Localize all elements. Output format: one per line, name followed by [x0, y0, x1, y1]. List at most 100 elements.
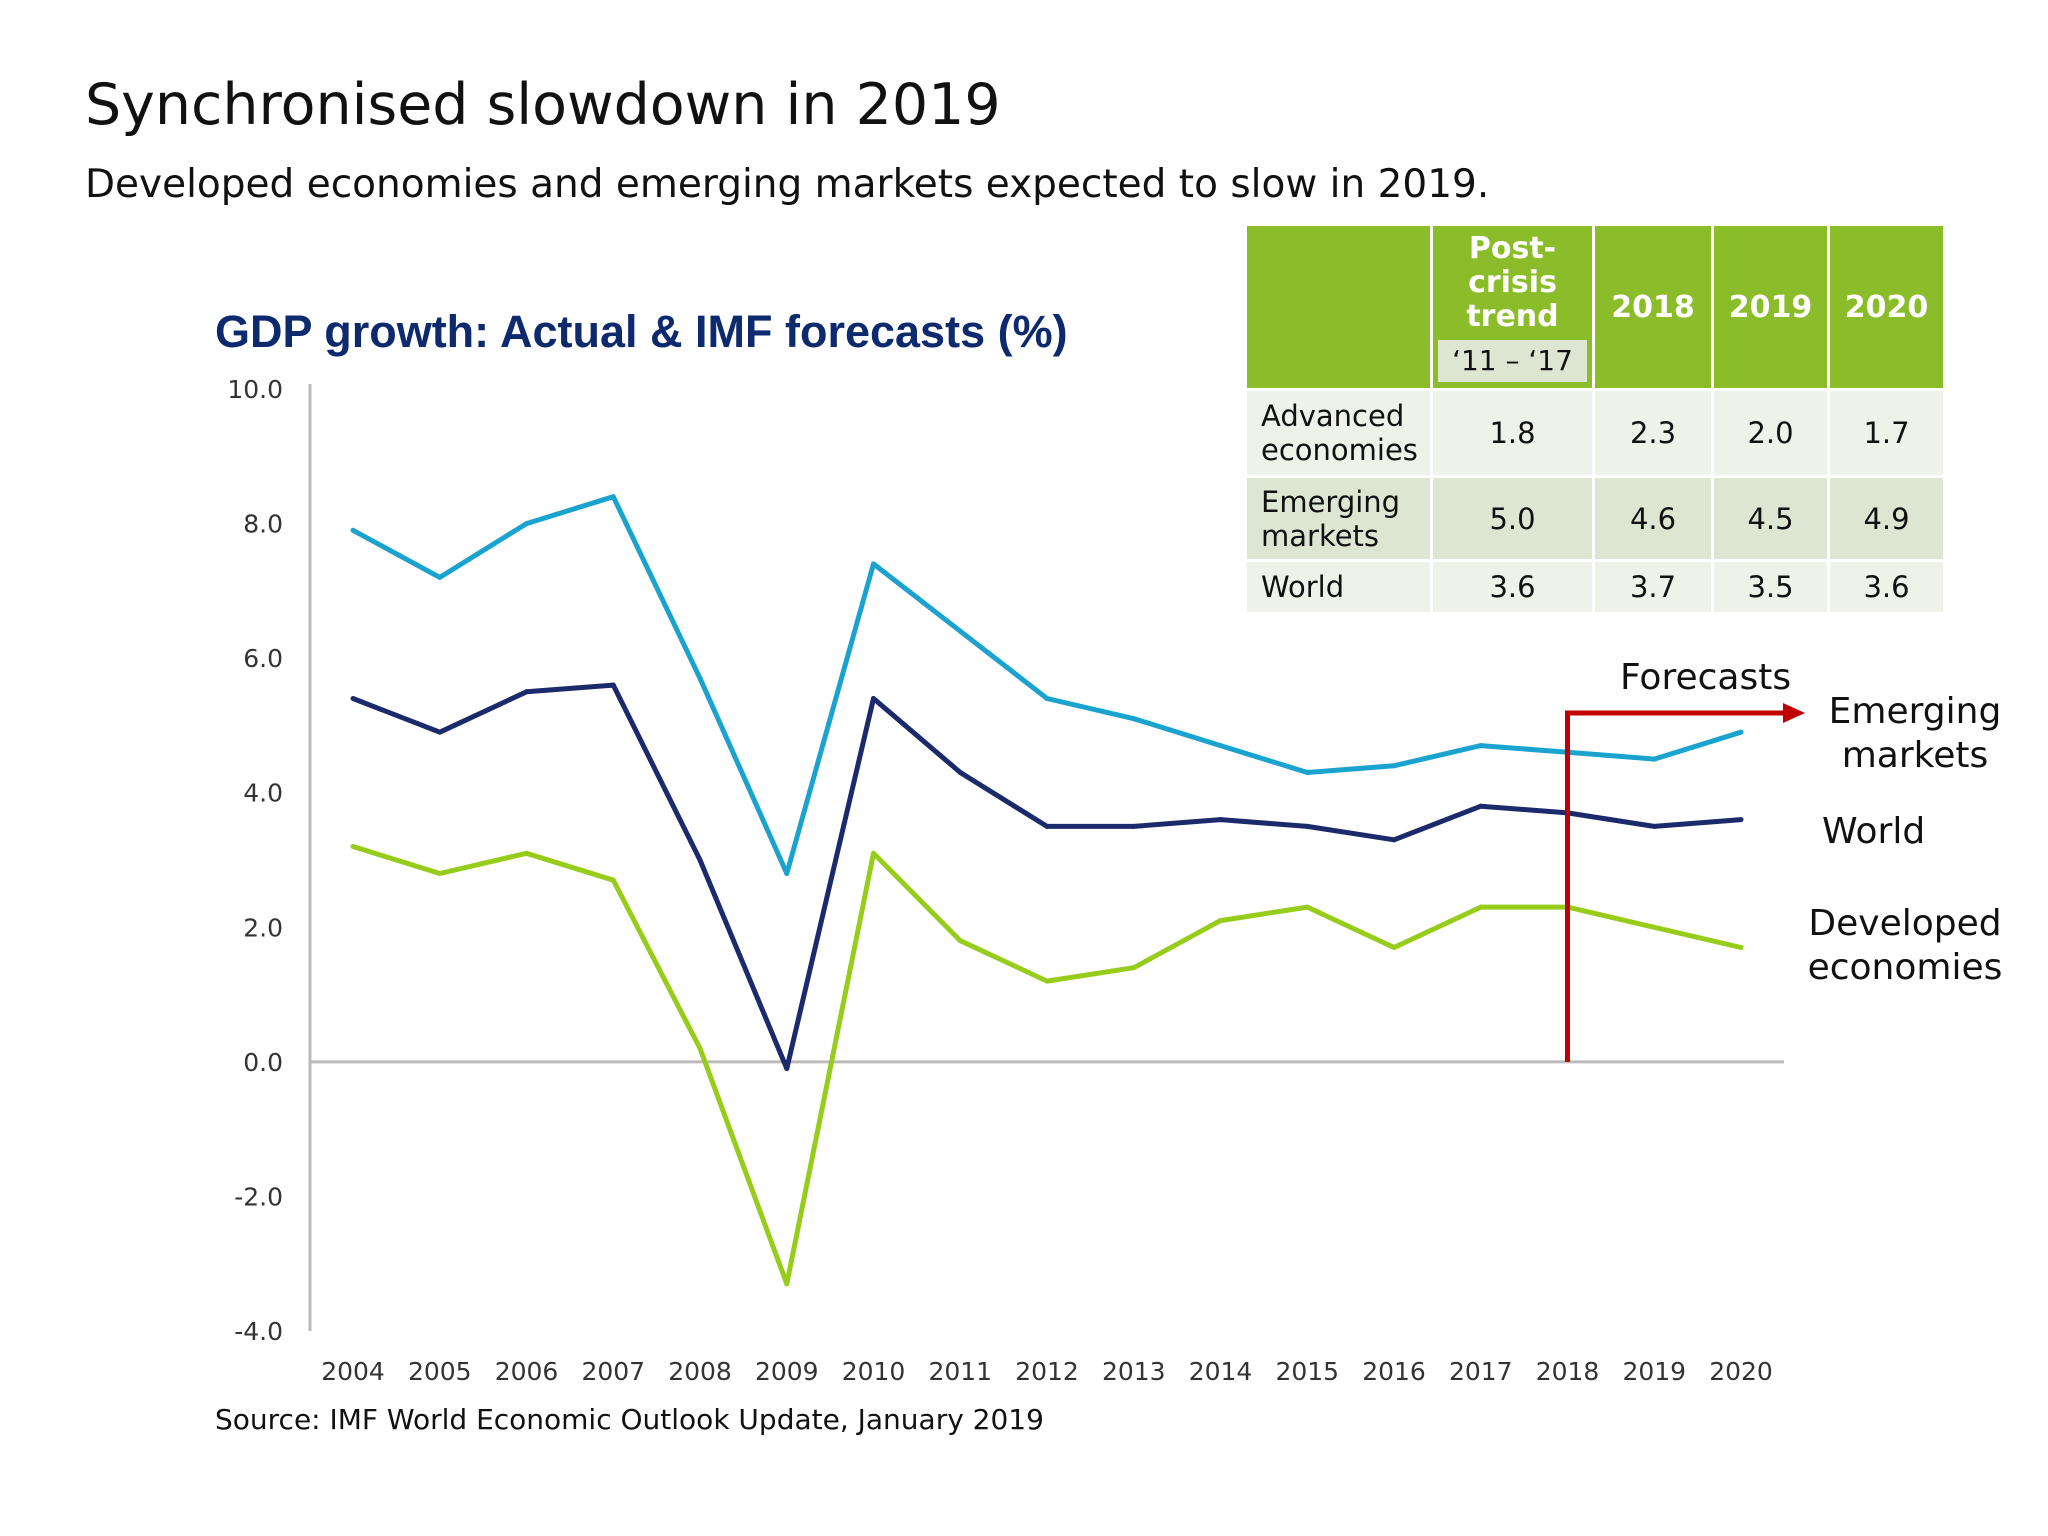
data-point: [1738, 729, 1744, 735]
data-point: [1304, 823, 1310, 829]
page-title: Synchronised slowdown in 2019: [85, 72, 1001, 138]
table-cell: 4.9: [1830, 478, 1943, 559]
table-header-row: Post-crisis trend ‘11 – ‘17 2018 2019 20…: [1247, 226, 1943, 388]
x-tick-label: 2012: [1015, 1357, 1079, 1386]
x-tick-label: 2018: [1536, 1357, 1600, 1386]
series-line-developed-economies: [352, 844, 1742, 1287]
table-header-blank: [1247, 226, 1430, 388]
table-cell: 1.7: [1830, 391, 1943, 475]
data-point: [350, 844, 356, 850]
data-point: [784, 1281, 790, 1287]
data-point: [524, 521, 529, 527]
x-tick-label: 2007: [581, 1357, 645, 1386]
data-point: [350, 527, 356, 533]
data-point: [1218, 817, 1223, 823]
data-point: [524, 850, 529, 856]
data-point: [957, 628, 963, 634]
table-cell: 4.5: [1714, 478, 1827, 559]
x-tick-label: 2009: [755, 1357, 819, 1386]
data-point: [524, 689, 529, 695]
table-cell: 3.6: [1830, 562, 1943, 612]
data-point: [1131, 716, 1137, 722]
table-cell: 5.0: [1433, 478, 1592, 559]
table-cell: 2.0: [1714, 391, 1827, 475]
table-header-2018: 2018: [1595, 226, 1711, 388]
data-point: [871, 696, 876, 702]
x-tick-label: 2006: [495, 1357, 559, 1386]
data-point: [437, 870, 443, 876]
row-label: Advanced economies: [1247, 391, 1430, 475]
table-header-2019: 2019: [1714, 226, 1827, 388]
table-header-trend: Post-crisis trend ‘11 – ‘17: [1433, 226, 1592, 388]
gdp-forecast-table: Post-crisis trend ‘11 – ‘17 2018 2019 20…: [1244, 223, 1946, 615]
data-point: [957, 938, 963, 944]
x-tick-label: 2013: [1102, 1357, 1166, 1386]
data-point: [1131, 965, 1137, 971]
table-cell: 2.3: [1595, 391, 1711, 475]
data-point: [784, 1066, 790, 1072]
y-tick-label: 0.0: [243, 1048, 283, 1077]
data-point: [610, 682, 616, 688]
y-tick-label: 10.0: [227, 375, 283, 404]
y-tick-label: 2.0: [243, 913, 283, 942]
x-tick-label: 2017: [1449, 1357, 1513, 1386]
row-label: World: [1247, 562, 1430, 612]
data-point: [1218, 743, 1223, 749]
data-point: [871, 850, 876, 856]
data-point: [697, 675, 703, 681]
series-line-world: [352, 682, 1742, 1072]
forecasts-label: Forecasts: [1620, 657, 1792, 698]
table-cell: 3.7: [1595, 562, 1711, 612]
table-row: Emerging markets 5.0 4.6 4.5 4.9: [1247, 478, 1943, 559]
source-note: Source: IMF World Economic Outlook Updat…: [215, 1403, 1044, 1436]
data-point: [1651, 756, 1657, 762]
y-tick-label: 8.0: [243, 510, 283, 539]
table-cell: 3.6: [1433, 562, 1592, 612]
data-point: [1478, 803, 1484, 809]
data-point: [1391, 763, 1397, 769]
data-point: [697, 1045, 703, 1051]
x-tick-label: 2016: [1362, 1357, 1426, 1386]
data-point: [1391, 837, 1397, 843]
data-point: [1478, 743, 1484, 749]
data-point: [1651, 823, 1657, 829]
label-emerging-markets: Emerging markets: [1828, 691, 2002, 776]
data-point: [1131, 823, 1137, 829]
data-point: [610, 494, 616, 500]
x-tick-label: 2008: [668, 1357, 732, 1386]
forecast-marker-line: [1565, 710, 1785, 1062]
table-header-2020: 2020: [1830, 226, 1943, 388]
label-world: World: [1822, 811, 1926, 852]
label-developed-economies: Developed economies: [1807, 903, 2003, 988]
data-point: [1044, 696, 1050, 702]
data-point: [1738, 944, 1744, 950]
data-point: [1218, 918, 1223, 924]
table-cell: 3.5: [1714, 562, 1827, 612]
row-label: Emerging markets: [1247, 478, 1430, 559]
x-tick-label: 2020: [1709, 1357, 1773, 1386]
page-subtitle: Developed economies and emerging markets…: [85, 162, 1490, 207]
x-tick-label: 2011: [928, 1357, 992, 1386]
x-tick-label: 2005: [408, 1357, 472, 1386]
data-point: [610, 877, 616, 883]
data-point: [1391, 944, 1397, 950]
data-point: [1738, 817, 1744, 823]
table-row: Advanced economies 1.8 2.3 2.0 1.7: [1247, 391, 1943, 475]
data-point: [871, 561, 876, 567]
x-tick-label: 2019: [1622, 1357, 1686, 1386]
data-point: [350, 696, 356, 702]
data-point: [697, 857, 703, 863]
data-point: [1478, 904, 1484, 910]
data-point: [1304, 904, 1310, 910]
x-tick-label: 2015: [1275, 1357, 1339, 1386]
data-point: [1651, 924, 1657, 930]
x-tick-label: 2014: [1189, 1357, 1253, 1386]
y-tick-label: 6.0: [243, 644, 283, 673]
data-point: [437, 729, 443, 735]
data-point: [1044, 978, 1050, 984]
forecast-arrow-icon: [1783, 703, 1805, 723]
y-tick-label: -2.0: [234, 1182, 283, 1211]
x-tick-label: 2010: [842, 1357, 906, 1386]
data-point: [1304, 770, 1310, 776]
